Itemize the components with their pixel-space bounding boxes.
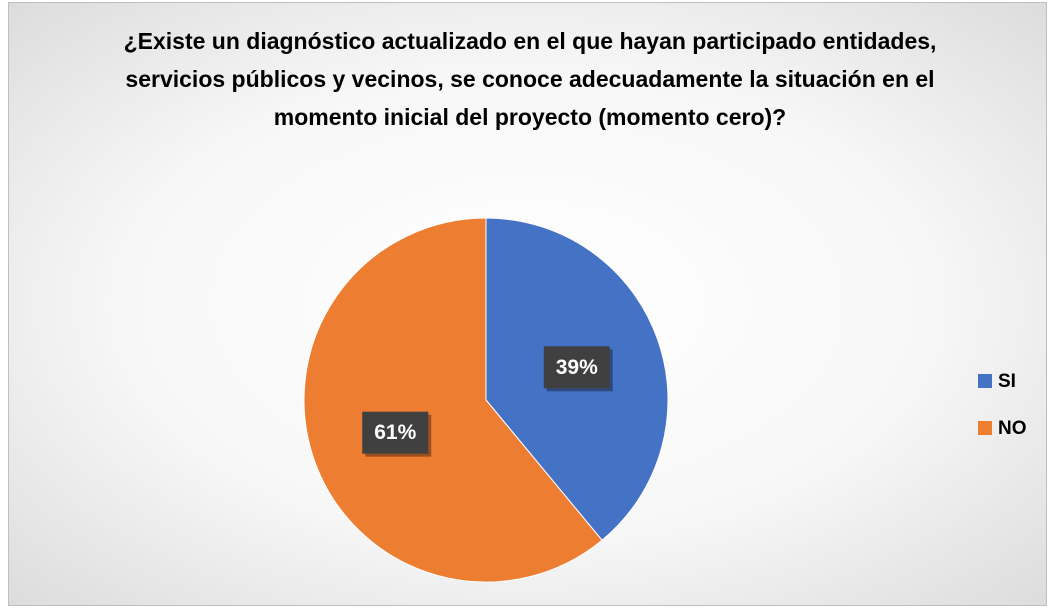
data-label-box (543, 346, 610, 389)
legend-label: SI (998, 371, 1016, 392)
legend-label: NO (998, 418, 1027, 439)
data-label: 61% (374, 421, 416, 444)
data-label: 39% (556, 356, 598, 379)
legend-swatch (978, 421, 992, 435)
data-label-box (362, 411, 429, 454)
chart-title: ¿Existe un diagnóstico actualizado en el… (123, 28, 937, 130)
legend-swatch (978, 374, 992, 388)
pie-slice (303, 217, 603, 583)
